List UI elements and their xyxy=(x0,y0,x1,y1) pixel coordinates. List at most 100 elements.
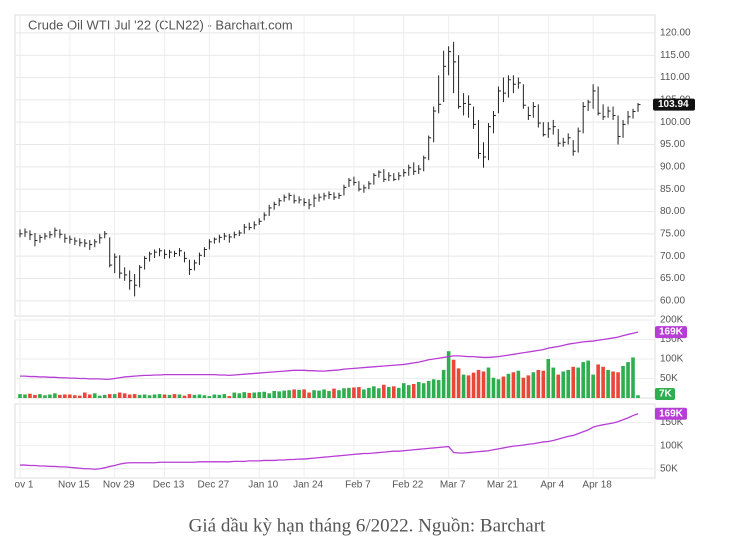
volume-bar xyxy=(466,375,471,398)
volume-bar xyxy=(591,374,595,398)
volume-bar xyxy=(337,390,341,398)
volume-bar xyxy=(357,387,361,398)
volume-bar xyxy=(18,394,22,398)
y-tick-label: 60.00 xyxy=(660,295,685,306)
volume-bar xyxy=(481,371,486,398)
volume-bar xyxy=(152,394,157,398)
volume-bar xyxy=(616,372,620,398)
volume-bar xyxy=(566,369,571,398)
volume-bar xyxy=(611,371,615,398)
volume-bar xyxy=(426,380,431,398)
volume-bar xyxy=(117,392,122,398)
badge xyxy=(655,388,675,400)
volume-bar xyxy=(147,395,152,398)
volume-bar xyxy=(112,394,117,398)
y-tick-label: 115.00 xyxy=(660,50,690,61)
volume-bar xyxy=(317,390,321,398)
y-tick-label: 100K xyxy=(660,440,684,451)
volume-bar xyxy=(526,375,531,398)
volume-bar xyxy=(586,360,590,398)
x-tick-label: Mar 7 xyxy=(440,480,466,491)
x-tick-label: Dec 13 xyxy=(153,480,185,491)
y-tick-label: 120.00 xyxy=(660,28,691,39)
volume-average-line xyxy=(20,331,639,380)
volume-bar xyxy=(137,394,142,398)
x-tick-label: Feb 22 xyxy=(392,480,424,491)
y-tick-label: 150K xyxy=(660,334,684,345)
volume-bar xyxy=(312,390,316,398)
volume-bar xyxy=(546,359,551,398)
y-tick-label: 50K xyxy=(660,463,678,474)
volume-bar xyxy=(621,366,625,398)
badge-label: 7K xyxy=(659,389,673,400)
volume-bar xyxy=(212,394,217,398)
x-tick-label: Apr 18 xyxy=(582,480,612,491)
volume-bar xyxy=(531,372,536,398)
volume-bar xyxy=(252,392,257,398)
y-tick-label: 70.00 xyxy=(660,251,685,262)
volume-bar xyxy=(476,369,481,398)
volume-bar xyxy=(367,387,371,398)
volume-bar xyxy=(28,393,32,398)
volume-bar xyxy=(411,383,416,398)
volume-bar xyxy=(292,389,296,398)
badge xyxy=(655,407,687,420)
volume-bar xyxy=(142,394,147,398)
badge-label: 169K xyxy=(659,327,684,338)
volume-bar xyxy=(431,379,436,398)
volume-bar xyxy=(197,394,202,398)
volume-bar xyxy=(177,394,182,398)
volume-bar xyxy=(421,383,426,398)
volume-bar xyxy=(92,393,97,398)
x-tick-label: Nov 29 xyxy=(103,480,135,491)
volume-bar xyxy=(491,377,496,398)
volume-bar xyxy=(387,387,391,398)
price-panel xyxy=(14,14,656,317)
volume-bars xyxy=(18,331,640,398)
volume-bar xyxy=(277,391,281,398)
volume-bar xyxy=(63,394,67,398)
volume-bar xyxy=(122,393,127,398)
volume-bar xyxy=(162,394,167,398)
volume-bar xyxy=(362,389,366,398)
volume-bar xyxy=(257,392,262,398)
y-tick-label: 200K xyxy=(660,315,684,326)
volume-bar xyxy=(287,390,291,398)
volume-bar xyxy=(182,395,187,398)
volume-bar xyxy=(501,376,506,398)
ohlc-bars xyxy=(19,41,641,297)
volume-bar xyxy=(496,379,501,398)
volume-bar xyxy=(596,364,600,398)
y-tick-label: 100K xyxy=(660,354,684,365)
y-tick-label: 65.00 xyxy=(660,273,685,284)
volume-bar xyxy=(441,369,446,398)
volume-bar xyxy=(406,385,411,398)
volume-bar xyxy=(192,394,197,398)
volume-bar xyxy=(167,394,172,398)
volume-bar xyxy=(377,388,381,398)
volume-bar xyxy=(217,394,222,398)
volume-bar xyxy=(436,380,441,398)
x-tick-label: ov 1 xyxy=(15,480,34,491)
y-tick-label: 85.00 xyxy=(660,184,685,195)
y-tick-label: 150K xyxy=(660,417,684,428)
volume-bar xyxy=(207,396,212,398)
volume-bar xyxy=(391,386,396,398)
volume-bar xyxy=(267,393,271,398)
x-tick-label: Jan 24 xyxy=(293,480,323,491)
y-tick-label: 100.00 xyxy=(660,117,691,128)
volume-bar xyxy=(247,392,252,398)
volume-bar xyxy=(396,387,401,398)
caption: Giá dầu kỳ hạn tháng 6/2022. Nguồn: Barc… xyxy=(189,515,546,536)
volume-bar xyxy=(172,394,177,398)
badge-label: 169K xyxy=(659,408,684,419)
volume-bar xyxy=(352,387,356,398)
volume-bar xyxy=(636,395,640,398)
y-tick-label: 50K xyxy=(660,373,678,384)
volume-bar xyxy=(102,394,107,398)
volume-bar xyxy=(446,351,451,398)
volume-bar xyxy=(262,391,267,398)
volume-bar xyxy=(272,390,276,398)
volume-bar xyxy=(127,394,132,398)
volume-bar xyxy=(53,393,57,398)
